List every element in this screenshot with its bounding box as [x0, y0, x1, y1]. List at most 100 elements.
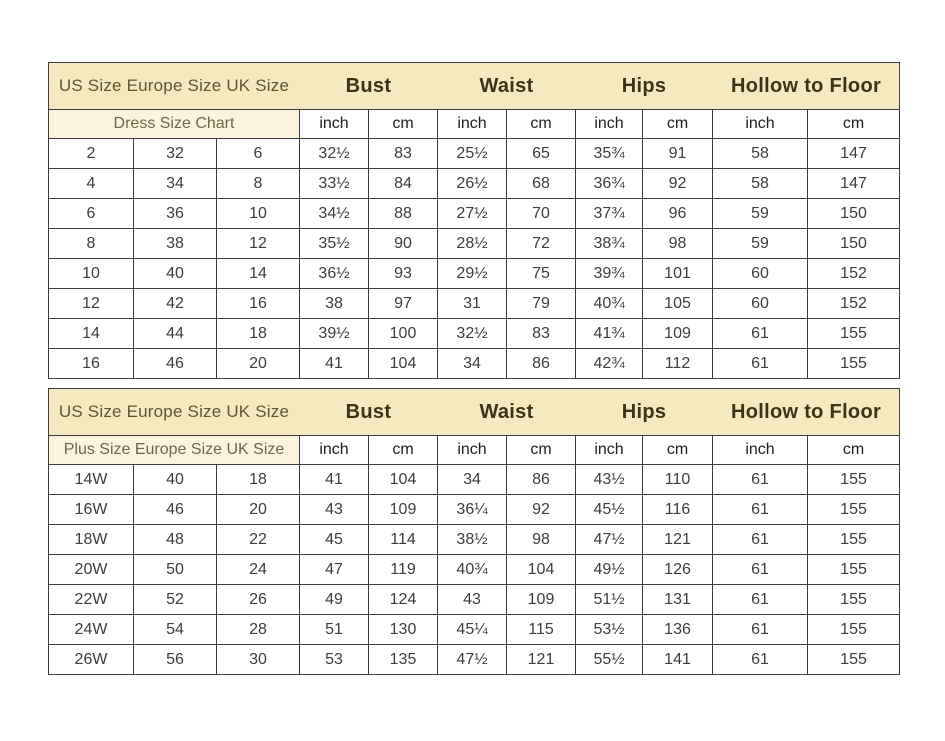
table-row: 16 46 20 41 104 34 86 42¾ 112 61 155 — [48, 348, 901, 379]
cell: 2 — [48, 138, 134, 169]
cell: 109 — [642, 318, 714, 349]
unit-header: inch — [712, 109, 809, 139]
cell: 16W — [48, 494, 134, 525]
cell: 14W — [48, 464, 134, 495]
table-row: 22W 52 26 49 124 43 109 51½ 131 61 155 — [48, 584, 901, 615]
cell: 105 — [642, 288, 714, 319]
cell: 75 — [505, 258, 577, 289]
cell: 98 — [642, 228, 714, 259]
cell: 61 — [712, 348, 809, 379]
cell: 36¼ — [437, 494, 507, 525]
table-row: 12 42 16 38 97 31 79 40¾ 105 60 152 — [48, 288, 901, 319]
cell: 59 — [712, 228, 809, 259]
table-row: 4 34 8 33½ 84 26½ 68 36¾ 92 58 147 — [48, 168, 901, 199]
cell: 150 — [807, 198, 901, 229]
cell: 35¾ — [575, 138, 644, 169]
cell: 10 — [216, 198, 300, 229]
cell: 42 — [133, 288, 217, 319]
cell: 41 — [299, 348, 369, 379]
cell: 40 — [133, 464, 217, 495]
cell: 31 — [437, 288, 507, 319]
size-chart-label: Plus Size Europe Size UK Size — [48, 435, 300, 465]
header-band-row: US Size Europe Size UK Size Bust Waist Hips… — [48, 388, 901, 436]
cell: 47 — [299, 554, 369, 585]
unit-header: inch — [437, 435, 507, 465]
cell: 90 — [368, 228, 438, 259]
unit-header: inch — [575, 435, 644, 465]
measure-header: Hips — [575, 388, 713, 436]
cell: 121 — [642, 524, 714, 555]
cell: 60 — [712, 288, 809, 319]
cell: 47½ — [437, 644, 507, 675]
cell: 40¾ — [575, 288, 644, 319]
measure-header: Hollow to Floor — [712, 62, 901, 110]
cell: 59 — [712, 198, 809, 229]
cell: 26½ — [437, 168, 507, 199]
cell: 112 — [642, 348, 714, 379]
size-charts-container: US Size Europe Size UK Size Bust Waist Hips… — [48, 62, 901, 675]
cell: 109 — [368, 494, 438, 525]
cell: 6 — [216, 138, 300, 169]
cell: 27½ — [437, 198, 507, 229]
cell: 14 — [48, 318, 134, 349]
cell: 38¾ — [575, 228, 644, 259]
cell: 116 — [642, 494, 714, 525]
table-row: 20W 50 24 47 119 40¾ 104 49½ 126 61 155 — [48, 554, 901, 585]
subheader-row: Dress Size Chart inch cm inch cm inch cm inch cm — [48, 109, 901, 139]
cell: 20W — [48, 554, 134, 585]
cell: 8 — [48, 228, 134, 259]
table-row: 14 44 18 39½ 100 32½ 83 41¾ 109 61 155 — [48, 318, 901, 349]
cell: 61 — [712, 614, 809, 645]
unit-header: cm — [505, 435, 577, 465]
cell: 91 — [642, 138, 714, 169]
table-header: US Size Europe Size UK Size Bust Waist Hips… — [48, 62, 901, 139]
cell: 43½ — [575, 464, 644, 495]
cell: 55½ — [575, 644, 644, 675]
cell: 49½ — [575, 554, 644, 585]
dress-size-chart-table: US Size Europe Size UK Size Bust Waist Hips… — [48, 62, 901, 379]
cell: 46 — [133, 348, 217, 379]
cell: 43 — [299, 494, 369, 525]
cell: 155 — [807, 554, 901, 585]
unit-header: cm — [642, 109, 714, 139]
cell: 155 — [807, 348, 901, 379]
cell: 101 — [642, 258, 714, 289]
cell: 60 — [712, 258, 809, 289]
cell: 29½ — [437, 258, 507, 289]
cell: 115 — [505, 614, 577, 645]
cell: 45½ — [575, 494, 644, 525]
table-row: 14W 40 18 41 104 34 86 43½ 110 61 155 — [48, 464, 901, 495]
cell: 53½ — [575, 614, 644, 645]
size-group-header: US Size Europe Size UK Size — [48, 62, 300, 110]
table-row: 10 40 14 36½ 93 29½ 75 39¾ 101 60 152 — [48, 258, 901, 289]
cell: 36 — [133, 198, 217, 229]
cell: 16 — [216, 288, 300, 319]
cell: 155 — [807, 524, 901, 555]
cell: 37¾ — [575, 198, 644, 229]
cell: 24W — [48, 614, 134, 645]
cell: 147 — [807, 168, 901, 199]
cell: 61 — [712, 584, 809, 615]
cell: 52 — [133, 584, 217, 615]
cell: 38 — [133, 228, 217, 259]
cell: 58 — [712, 138, 809, 169]
cell: 100 — [368, 318, 438, 349]
cell: 51½ — [575, 584, 644, 615]
cell: 44 — [133, 318, 217, 349]
cell: 97 — [368, 288, 438, 319]
cell: 34 — [437, 464, 507, 495]
table-row: 6 36 10 34½ 88 27½ 70 37¾ 96 59 150 — [48, 198, 901, 229]
cell: 40 — [133, 258, 217, 289]
cell: 40¾ — [437, 554, 507, 585]
cell: 152 — [807, 288, 901, 319]
header-band-row: US Size Europe Size UK Size Bust Waist Hips… — [48, 62, 901, 110]
cell: 131 — [642, 584, 714, 615]
cell: 18W — [48, 524, 134, 555]
cell: 114 — [368, 524, 438, 555]
cell: 28 — [216, 614, 300, 645]
cell: 39¾ — [575, 258, 644, 289]
cell: 86 — [505, 348, 577, 379]
cell: 104 — [505, 554, 577, 585]
cell: 12 — [48, 288, 134, 319]
